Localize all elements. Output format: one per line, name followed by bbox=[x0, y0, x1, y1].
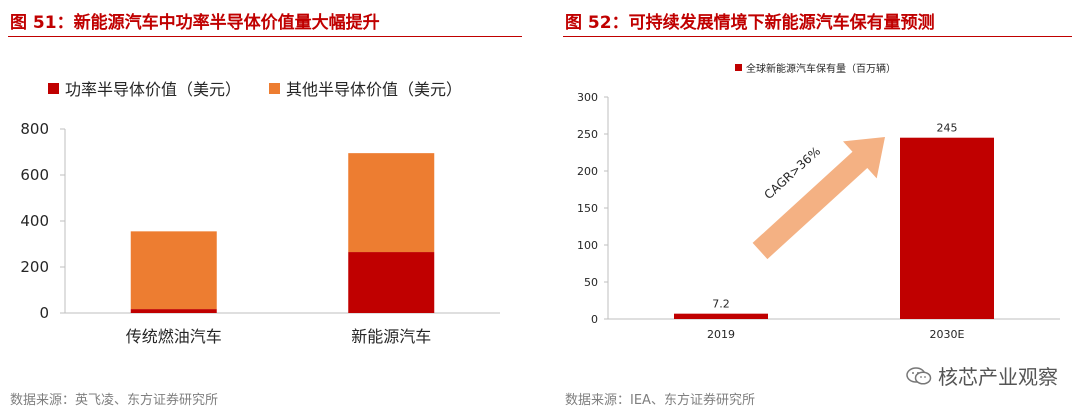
x-tick-label: 新能源汽车 bbox=[351, 327, 431, 346]
growth-arrow bbox=[752, 137, 885, 260]
y-tick-label: 400 bbox=[20, 212, 49, 230]
y-tick-label: 250 bbox=[577, 128, 598, 141]
bar-chart: 0501001502002503007.220192452030ECAGR>36… bbox=[577, 91, 1060, 341]
right-figure: 图 52：可持续发展情境下新能源汽车保有量预测 全球新能源汽车保有量（百万辆） … bbox=[555, 0, 1080, 420]
bar bbox=[674, 313, 768, 319]
bar bbox=[900, 137, 994, 319]
stacked-bar-chart: 0 200 400 600 800 传统燃油汽车 新能源汽车 bbox=[20, 120, 500, 346]
data-source: 数据来源：英飞凌、东方证券研究所 bbox=[10, 393, 219, 408]
wechat-icon bbox=[906, 366, 932, 385]
y-tick-label: 200 bbox=[20, 258, 49, 276]
title-divider bbox=[8, 36, 522, 37]
legend-item-other: 其他半导体价值（美元） bbox=[269, 76, 462, 100]
chart-legend: 全球新能源汽车保有量（百万辆） bbox=[735, 60, 924, 75]
legend-label-power: 功率半导体价值（美元） bbox=[65, 80, 242, 99]
y-tick-label: 100 bbox=[577, 239, 598, 252]
y-tick-label: 600 bbox=[20, 166, 49, 184]
bar-segment-power bbox=[130, 309, 217, 313]
y-tick-label: 50 bbox=[584, 276, 598, 289]
y-tick-label: 150 bbox=[577, 202, 598, 215]
legend-label-other: 其他半导体价值（美元） bbox=[286, 80, 463, 99]
legend-label-ev-stock: 全球新能源汽车保有量（百万辆） bbox=[746, 64, 896, 75]
legend-swatch-ev-stock bbox=[735, 64, 742, 71]
data-label: 245 bbox=[937, 122, 958, 135]
y-tick-label: 0 bbox=[39, 304, 49, 322]
watermark-text: 核芯产业观察 bbox=[938, 365, 1058, 389]
title-divider bbox=[563, 36, 1072, 37]
x-tick-label: 2019 bbox=[707, 328, 735, 341]
left-figure: 图 51：新能源汽车中功率半导体价值量大幅提升 功率半导体价值（美元） 其他半导… bbox=[0, 0, 530, 420]
bar-segment-other bbox=[130, 231, 217, 310]
legend-item-ev-stock: 全球新能源汽车保有量（百万辆） bbox=[735, 60, 896, 75]
watermark: 核芯产业观察 bbox=[906, 361, 1058, 390]
data-label: 7.2 bbox=[712, 298, 730, 311]
y-tick-label: 0 bbox=[591, 313, 598, 326]
y-tick-label: 300 bbox=[577, 91, 598, 104]
legend-swatch-power bbox=[48, 82, 59, 94]
bar-segment-other bbox=[348, 153, 435, 253]
y-tick-label: 200 bbox=[577, 165, 598, 178]
legend-swatch-other bbox=[269, 82, 281, 94]
figure-title: 图 51：新能源汽车中功率半导体价值量大幅提升 bbox=[10, 13, 380, 33]
bar-segment-power bbox=[348, 252, 435, 313]
figure-title: 图 52：可持续发展情境下新能源汽车保有量预测 bbox=[565, 13, 935, 33]
y-tick-label: 800 bbox=[20, 120, 49, 138]
x-tick-label: 传统燃油汽车 bbox=[126, 327, 222, 346]
data-source: 数据来源：IEA、东方证券研究所 bbox=[565, 393, 755, 408]
x-tick-label: 2030E bbox=[930, 328, 965, 341]
legend-item-power: 功率半导体价值（美元） bbox=[48, 76, 241, 100]
chart-legend: 功率半导体价值（美元） 其他半导体价值（美元） bbox=[48, 76, 490, 100]
